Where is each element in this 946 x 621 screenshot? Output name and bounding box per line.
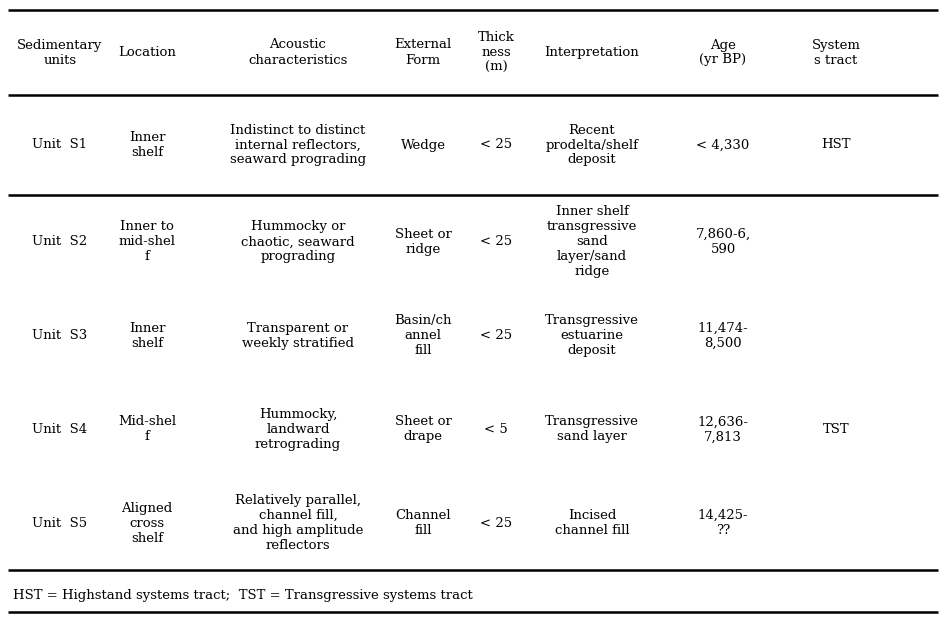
Text: External
Form: External Form xyxy=(394,39,451,66)
Text: Sheet or
drape: Sheet or drape xyxy=(394,415,451,443)
Text: Hummocky,
landward
retrograding: Hummocky, landward retrograding xyxy=(254,408,342,451)
Text: System
s tract: System s tract xyxy=(812,39,861,66)
Text: Transgressive
sand layer: Transgressive sand layer xyxy=(545,415,639,443)
Text: Inner
shelf: Inner shelf xyxy=(129,322,166,350)
Text: Indistinct to distinct
internal reflectors,
seaward prograding: Indistinct to distinct internal reflecto… xyxy=(230,124,366,166)
Text: Mid-shel
f: Mid-shel f xyxy=(118,415,176,443)
Text: TST: TST xyxy=(823,423,850,436)
Text: Recent
prodelta/shelf
deposit: Recent prodelta/shelf deposit xyxy=(546,124,639,166)
Text: Wedge: Wedge xyxy=(400,138,446,152)
Text: HST: HST xyxy=(821,138,850,152)
Text: < 25: < 25 xyxy=(480,138,512,152)
Text: 12,636-
7,813: 12,636- 7,813 xyxy=(697,415,748,443)
Text: < 5: < 5 xyxy=(484,423,508,436)
Text: Unit  S5: Unit S5 xyxy=(32,517,88,530)
Text: Unit  S4: Unit S4 xyxy=(32,423,88,436)
Text: < 25: < 25 xyxy=(480,235,512,248)
Text: Unit  S1: Unit S1 xyxy=(32,138,88,152)
Text: Thick
ness
(m): Thick ness (m) xyxy=(478,31,515,74)
Text: < 25: < 25 xyxy=(480,517,512,530)
Text: Basin/ch
annel
fill: Basin/ch annel fill xyxy=(394,314,452,357)
Text: < 4,330: < 4,330 xyxy=(696,138,749,152)
Text: Channel
fill: Channel fill xyxy=(395,509,451,537)
Text: Interpretation: Interpretation xyxy=(545,46,639,59)
Text: 11,474-
8,500: 11,474- 8,500 xyxy=(697,322,748,350)
Text: Transgressive
estuarine
deposit: Transgressive estuarine deposit xyxy=(545,314,639,357)
Text: Relatively parallel,
channel fill,
and high amplitude
reflectors: Relatively parallel, channel fill, and h… xyxy=(233,494,363,552)
Text: HST = Highstand systems tract;  TST = Transgressive systems tract: HST = Highstand systems tract; TST = Tra… xyxy=(13,589,473,602)
Text: Aligned
cross
shelf: Aligned cross shelf xyxy=(121,502,172,545)
Text: 7,860-6,
590: 7,860-6, 590 xyxy=(695,228,750,256)
Text: Unit  S3: Unit S3 xyxy=(32,329,88,342)
Text: Age
(yr BP): Age (yr BP) xyxy=(699,39,746,66)
Text: Sedimentary
units: Sedimentary units xyxy=(17,39,103,66)
Text: Inner shelf
transgressive
sand
layer/sand
ridge: Inner shelf transgressive sand layer/san… xyxy=(547,206,638,278)
Text: Hummocky or
chaotic, seaward
prograding: Hummocky or chaotic, seaward prograding xyxy=(241,220,355,263)
Text: Inner
shelf: Inner shelf xyxy=(129,131,166,159)
Text: Location: Location xyxy=(118,46,176,59)
Text: Acoustic
characteristics: Acoustic characteristics xyxy=(248,39,348,66)
Text: Transparent or
weekly stratified: Transparent or weekly stratified xyxy=(242,322,354,350)
Text: Incised
channel fill: Incised channel fill xyxy=(554,509,629,537)
Text: Inner to
mid-shel
f: Inner to mid-shel f xyxy=(118,220,176,263)
Text: Sheet or
ridge: Sheet or ridge xyxy=(394,228,451,256)
Text: < 25: < 25 xyxy=(480,329,512,342)
Text: 14,425-
??: 14,425- ?? xyxy=(698,509,748,537)
Text: Unit  S2: Unit S2 xyxy=(32,235,88,248)
